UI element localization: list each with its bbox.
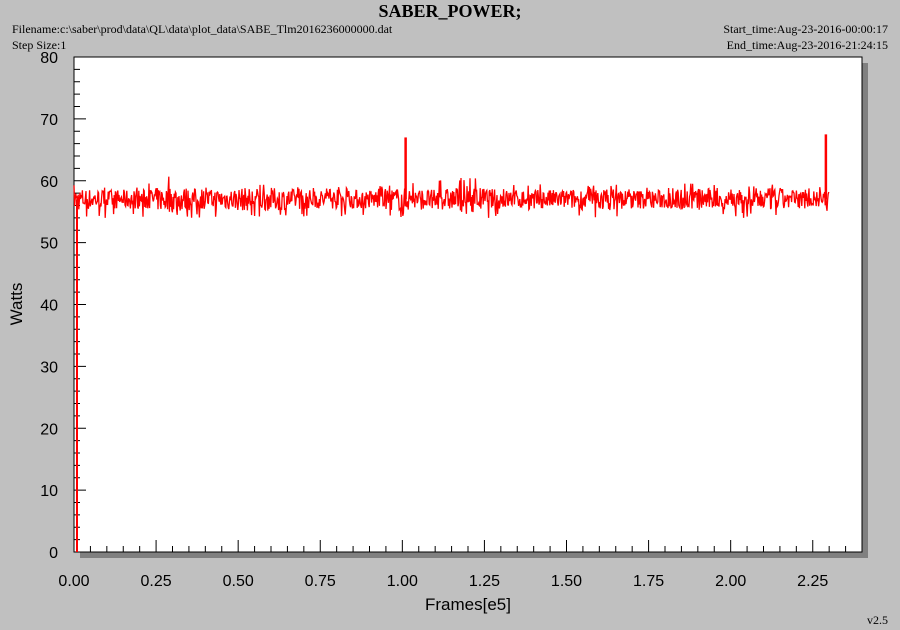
x-tick-label: 1.25 bbox=[469, 573, 500, 590]
version-label: v2.5 bbox=[867, 613, 888, 627]
step-size-label: Step Size:1 bbox=[12, 38, 67, 52]
y-tick-label: 80 bbox=[40, 50, 58, 67]
x-tick-label: 0.00 bbox=[58, 573, 89, 590]
power-series-line bbox=[73, 176, 830, 218]
x-axis-label: Frames[e5] bbox=[425, 595, 511, 614]
chart-title: SABER_POWER; bbox=[378, 1, 522, 21]
y-tick-label: 30 bbox=[40, 359, 58, 376]
end-time-label: End_time:Aug-23-2016-21:24:15 bbox=[726, 38, 888, 52]
y-tick-label: 70 bbox=[40, 112, 58, 129]
y-tick-label: 40 bbox=[40, 298, 58, 315]
y-tick-label: 50 bbox=[40, 236, 58, 253]
filename-label: Filename:c:\saber\prod\data\QL\data\plot… bbox=[12, 22, 393, 36]
x-tick-label: 2.00 bbox=[715, 573, 746, 590]
x-tick-label: 1.50 bbox=[551, 573, 582, 590]
x-tick-label: 0.75 bbox=[305, 573, 336, 590]
x-tick-label: 0.25 bbox=[141, 573, 172, 590]
y-axis-label: Watts bbox=[7, 283, 26, 326]
x-tick-label: 0.50 bbox=[223, 573, 254, 590]
y-tick-label: 60 bbox=[40, 174, 58, 191]
y-tick-label: 20 bbox=[40, 421, 58, 438]
x-tick-label: 1.75 bbox=[633, 573, 664, 590]
y-tick-label: 0 bbox=[49, 545, 58, 562]
y-tick-label: 10 bbox=[40, 483, 58, 500]
x-tick-label: 2.25 bbox=[797, 573, 828, 590]
plot-area bbox=[73, 56, 863, 553]
start-time-label: Start_time:Aug-23-2016-00:00:17 bbox=[723, 22, 888, 36]
x-tick-label: 1.00 bbox=[387, 573, 418, 590]
